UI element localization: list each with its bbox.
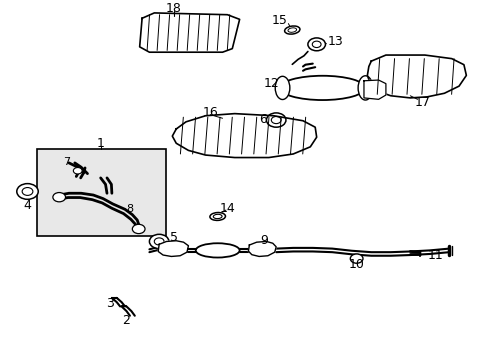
- Ellipse shape: [195, 243, 239, 257]
- Text: 7: 7: [63, 157, 70, 167]
- Circle shape: [349, 254, 362, 263]
- Bar: [37, 149, 166, 236]
- Text: 11: 11: [427, 249, 442, 262]
- Ellipse shape: [209, 212, 225, 220]
- Text: 9: 9: [260, 234, 267, 247]
- Ellipse shape: [275, 76, 289, 99]
- Circle shape: [132, 224, 145, 234]
- Text: 8: 8: [126, 204, 133, 214]
- Text: 4: 4: [23, 199, 31, 212]
- Ellipse shape: [287, 28, 296, 32]
- Text: 12: 12: [264, 77, 279, 90]
- Ellipse shape: [213, 214, 222, 219]
- Text: 16: 16: [202, 106, 218, 119]
- Text: 10: 10: [348, 258, 364, 271]
- Ellipse shape: [279, 76, 365, 100]
- Ellipse shape: [357, 76, 372, 100]
- Ellipse shape: [284, 26, 299, 34]
- Text: 17: 17: [414, 96, 429, 109]
- Circle shape: [53, 193, 65, 202]
- Polygon shape: [140, 13, 239, 52]
- Circle shape: [271, 117, 281, 123]
- Polygon shape: [172, 114, 316, 158]
- Circle shape: [73, 167, 82, 174]
- Text: 14: 14: [219, 202, 235, 215]
- Circle shape: [266, 113, 285, 127]
- Text: 6: 6: [259, 113, 266, 126]
- Circle shape: [22, 188, 33, 195]
- Text: 1: 1: [97, 137, 104, 150]
- Text: 15: 15: [271, 14, 287, 27]
- Text: 13: 13: [327, 35, 343, 48]
- Polygon shape: [363, 80, 385, 99]
- Text: 2: 2: [122, 314, 130, 327]
- Circle shape: [149, 234, 168, 249]
- Polygon shape: [248, 242, 276, 256]
- Polygon shape: [158, 241, 188, 256]
- Circle shape: [17, 184, 38, 199]
- Text: 3: 3: [106, 297, 114, 310]
- Polygon shape: [366, 55, 466, 98]
- Circle shape: [312, 41, 321, 48]
- Text: 5: 5: [169, 231, 178, 244]
- Circle shape: [154, 238, 163, 245]
- Text: 18: 18: [165, 2, 182, 15]
- Circle shape: [307, 38, 325, 51]
